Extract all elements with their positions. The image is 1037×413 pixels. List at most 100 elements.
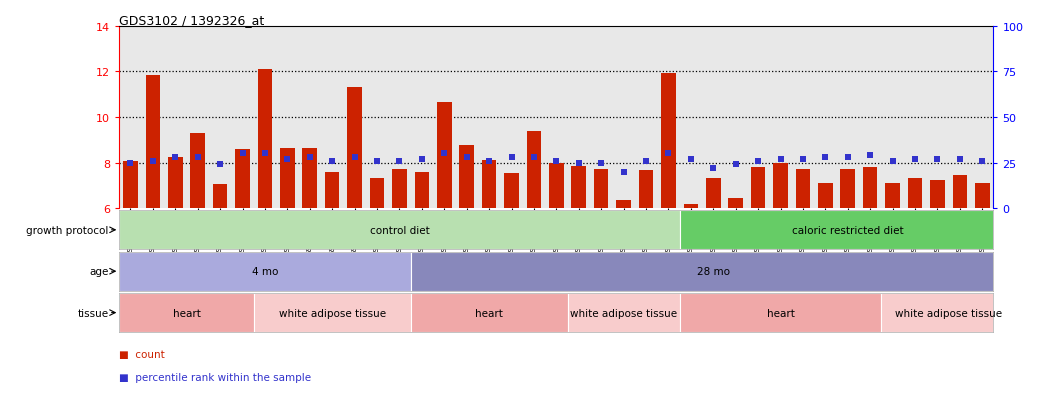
Text: control diet: control diet <box>369 225 429 235</box>
Bar <box>504 173 518 209</box>
Bar <box>662 74 676 209</box>
Point <box>750 158 766 165</box>
Bar <box>235 150 250 209</box>
Bar <box>774 163 788 209</box>
Point <box>414 156 430 163</box>
Text: heart: heart <box>172 308 200 318</box>
Bar <box>254 293 411 332</box>
Point <box>570 160 587 166</box>
Bar <box>975 183 989 209</box>
Text: growth protocol: growth protocol <box>26 225 109 235</box>
Bar <box>325 172 339 209</box>
Bar <box>679 293 881 332</box>
Bar <box>303 148 317 209</box>
Bar <box>930 180 945 209</box>
Bar <box>415 172 429 209</box>
Bar <box>751 168 765 209</box>
Point <box>974 158 990 165</box>
Bar <box>728 198 742 209</box>
Text: ■  percentile rank within the sample: ■ percentile rank within the sample <box>119 372 311 382</box>
Point <box>526 154 542 161</box>
Text: heart: heart <box>766 308 794 318</box>
Bar <box>119 293 254 332</box>
Bar <box>863 168 877 209</box>
Point <box>661 151 677 157</box>
Point <box>369 158 386 165</box>
Bar <box>119 211 679 250</box>
Point <box>346 154 363 161</box>
Point <box>840 154 857 161</box>
Point <box>391 158 408 165</box>
Point <box>481 158 498 165</box>
Point <box>256 151 273 157</box>
Point <box>122 160 139 166</box>
Point <box>794 156 811 163</box>
Text: tissue: tissue <box>78 308 109 318</box>
Point <box>324 158 340 165</box>
Bar <box>213 185 227 209</box>
Point <box>212 161 228 168</box>
Text: age: age <box>89 266 109 277</box>
Bar <box>679 211 1016 250</box>
Bar <box>482 161 497 209</box>
Bar <box>392 170 407 209</box>
Bar <box>119 252 411 291</box>
Bar <box>370 179 385 209</box>
Text: GDS3102 / 1392326_at: GDS3102 / 1392326_at <box>119 14 264 27</box>
Point <box>144 158 161 165</box>
Point <box>593 160 610 166</box>
Point <box>234 151 251 157</box>
Point <box>773 156 789 163</box>
Point <box>906 156 923 163</box>
Point <box>929 156 946 163</box>
Point <box>279 156 296 163</box>
Text: white adipose tissue: white adipose tissue <box>570 308 677 318</box>
Point <box>436 151 452 157</box>
Point <box>862 152 878 159</box>
Text: heart: heart <box>475 308 503 318</box>
Point <box>705 165 722 172</box>
Point <box>458 154 475 161</box>
Bar <box>818 183 833 209</box>
Point <box>167 154 184 161</box>
Text: white adipose tissue: white adipose tissue <box>895 308 1002 318</box>
Bar <box>594 170 609 209</box>
Point <box>817 154 834 161</box>
Bar <box>347 88 362 209</box>
Point <box>682 156 699 163</box>
Bar <box>639 171 653 209</box>
Point <box>548 158 564 165</box>
Point <box>190 154 206 161</box>
Bar <box>549 163 564 209</box>
Point <box>302 154 318 161</box>
Text: ■  count: ■ count <box>119 349 165 359</box>
Point <box>727 161 744 168</box>
Bar <box>907 179 922 209</box>
Bar <box>840 170 856 209</box>
Bar <box>280 148 295 209</box>
Text: 28 mo: 28 mo <box>697 266 730 277</box>
Bar <box>706 179 721 209</box>
Text: caloric restricted diet: caloric restricted diet <box>792 225 903 235</box>
Bar <box>459 146 474 209</box>
Bar <box>567 293 679 332</box>
Point <box>952 156 969 163</box>
Point <box>638 158 654 165</box>
Bar <box>881 293 1016 332</box>
Text: 4 mo: 4 mo <box>252 266 278 277</box>
Bar <box>123 162 138 209</box>
Bar <box>616 201 630 209</box>
Bar <box>191 133 205 209</box>
Bar <box>411 252 1016 291</box>
Bar <box>145 76 160 209</box>
Point <box>885 158 901 165</box>
Bar <box>257 70 273 209</box>
Bar <box>571 166 586 209</box>
Bar <box>795 170 810 209</box>
Bar <box>886 183 900 209</box>
Bar <box>168 157 183 209</box>
Text: white adipose tissue: white adipose tissue <box>279 308 386 318</box>
Bar <box>953 176 968 209</box>
Bar <box>683 204 698 209</box>
Point <box>615 169 632 176</box>
